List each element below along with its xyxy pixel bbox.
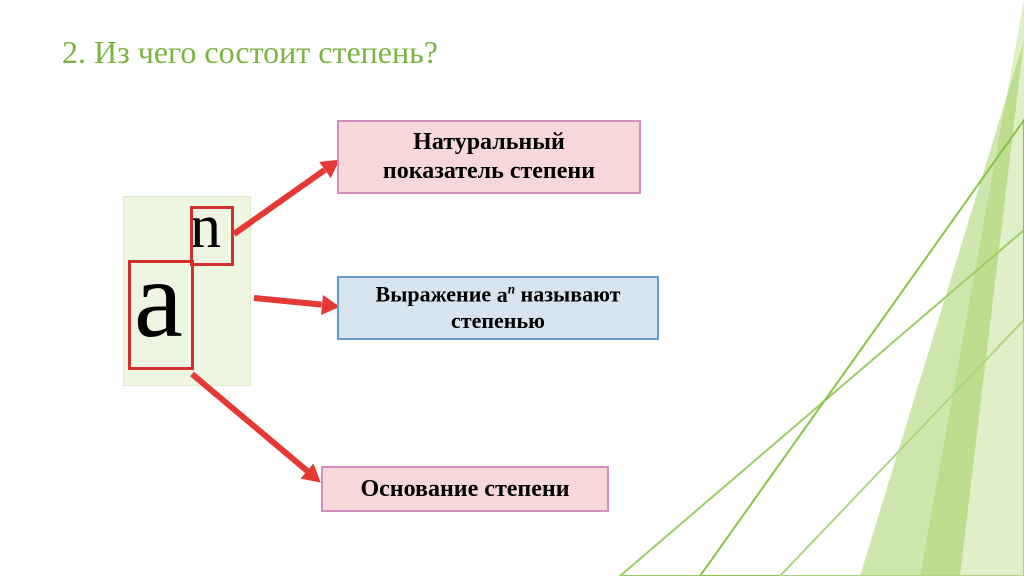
highlight-box-exponent (190, 206, 234, 266)
highlight-box-base (128, 260, 194, 370)
arrow-shaft (254, 295, 323, 308)
text-line: Натуральный (383, 128, 595, 157)
label-exponent: Натуральныйпоказатель степени (337, 120, 641, 194)
arrow-shaft (190, 372, 309, 474)
slide: 2. Из чего состоит степень? a n Натураль… (0, 0, 1024, 576)
text-line: степенью (376, 308, 621, 334)
text-line: Выражение an называют (376, 281, 621, 308)
label-base: Основание степени (321, 466, 609, 512)
label-expression: Выражение an называютстепенью (337, 276, 659, 340)
text-line: показатель степени (383, 157, 595, 186)
slide-title: 2. Из чего состоит степень? (62, 34, 438, 71)
text-line: Основание степени (360, 475, 569, 504)
